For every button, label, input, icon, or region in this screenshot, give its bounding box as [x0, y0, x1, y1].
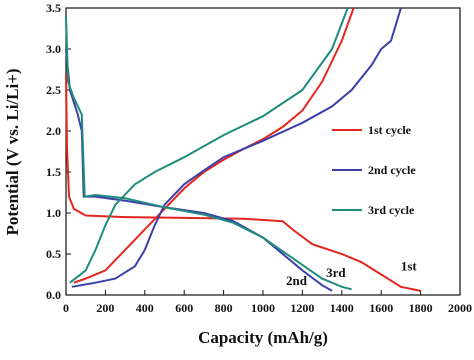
x-axis-label: Capacity (mAh/g) [198, 328, 328, 347]
x-tick-label: 400 [136, 301, 154, 315]
plot-frame [65, 7, 461, 296]
x-tick-label: 0 [63, 301, 69, 315]
x-tick-label: 1800 [409, 301, 433, 315]
y-tick-label: 2.5 [46, 83, 61, 97]
x-tick-label: 600 [175, 301, 193, 315]
y-tick-label: 3.5 [46, 1, 61, 15]
y-tick-label: 1.5 [46, 165, 61, 179]
series-line [65, 7, 352, 291]
legend-label: 3rd cycle [368, 203, 415, 217]
x-tick-label: 1600 [369, 301, 393, 315]
legend-label: 1st cycle [368, 123, 412, 137]
curve-annotation: 3rd [326, 265, 346, 280]
y-tick-label: 2.0 [46, 124, 61, 138]
x-tick-label: 800 [215, 301, 233, 315]
y-tick-label: 3.0 [46, 42, 61, 56]
y-axis-label: Potential (V vs. Li/Li+) [3, 68, 22, 235]
x-tick-label: 1200 [290, 301, 314, 315]
curve-annotation: 2nd [286, 273, 308, 288]
x-tick-label: 200 [96, 301, 114, 315]
legend-label: 2nd cycle [368, 163, 416, 177]
series-line [65, 7, 402, 292]
x-tick-label: 1000 [251, 301, 275, 315]
series-line [65, 7, 421, 292]
x-tick-label: 2000 [448, 301, 472, 315]
y-tick-label: 0.0 [46, 288, 61, 302]
x-tick-label: 1400 [330, 301, 354, 315]
curve-annotation: 1st [401, 258, 418, 273]
y-tick-label: 1.0 [46, 206, 61, 220]
y-tick-label: 0.5 [46, 247, 61, 261]
